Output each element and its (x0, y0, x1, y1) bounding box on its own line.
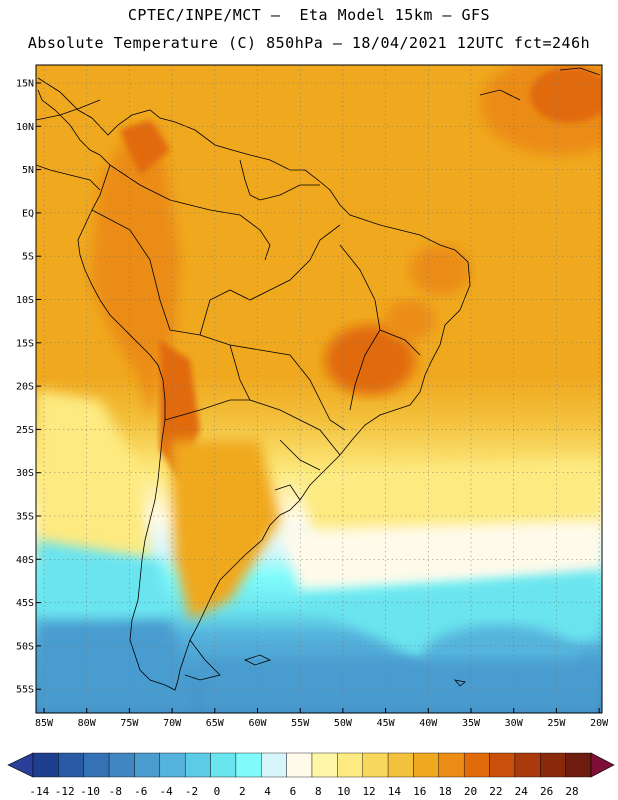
lat-label: 25S (16, 425, 34, 436)
lat-label: 20S (16, 382, 34, 393)
lon-label: 30W (505, 718, 524, 729)
lon-label: 55W (291, 718, 310, 729)
lat-label: 15N (16, 79, 34, 90)
colorbar-swatch (108, 752, 135, 778)
colorbar-over-arrow (590, 752, 615, 778)
colorbar-tick-label: 0 (214, 785, 221, 798)
lat-label: 55S (16, 685, 34, 696)
colorbar-swatch (286, 752, 313, 778)
temperature-field (36, 65, 602, 713)
lon-label: 25W (547, 718, 566, 729)
colorbar-swatch (387, 752, 414, 778)
lat-label: 15S (16, 338, 34, 349)
lon-label: 20W (590, 718, 609, 729)
colorbar-tick-label: 20 (464, 785, 477, 798)
colorbar-tick-label: -14 (29, 785, 49, 798)
colorbar-tick-label: -10 (80, 785, 100, 798)
lat-label: 40S (16, 555, 34, 566)
lat-label: 5S (22, 252, 34, 263)
colorbar-swatch (489, 752, 516, 778)
colorbar-tick-label: -6 (134, 785, 147, 798)
colorbar-swatch (83, 752, 110, 778)
lat-label: EQ (22, 208, 34, 219)
colorbar-tick-label: -8 (109, 785, 122, 798)
colorbar-swatch (311, 752, 338, 778)
colorbar-swatch (565, 752, 592, 778)
lon-label: 35W (462, 718, 481, 729)
colorbar-swatch (235, 752, 262, 778)
colorbar-tick-label: 12 (362, 785, 375, 798)
coastlines (36, 67, 601, 691)
colorbar-tick-label: 26 (540, 785, 553, 798)
colorbar-swatch (134, 752, 161, 778)
colorbar-tick-label: 18 (439, 785, 452, 798)
colorbar-swatch (362, 752, 389, 778)
longitude-labels: 85W 80W 75W 70W 65W 60W 55W 50W 45W 40W 35W 30W 25W 2… (35, 708, 609, 729)
colorbar-swatch (261, 752, 287, 778)
lon-label: 60W (248, 718, 267, 729)
lat-label: 10N (16, 122, 34, 133)
colorbar-tick-label: -2 (185, 785, 198, 798)
colorbar-swatch (413, 752, 440, 778)
colorbar-tick-label: 16 (413, 785, 426, 798)
colorbar-swatch (58, 752, 84, 778)
lon-label: 40W (419, 718, 438, 729)
colorbar-tick-label: 4 (264, 785, 271, 798)
colorbar-swatch (32, 752, 59, 778)
lat-label: 30S (16, 468, 34, 479)
lon-label: 80W (78, 718, 97, 729)
colorbar-tick-label: 2 (239, 785, 246, 798)
colorbar-swatch (337, 752, 363, 778)
lon-label: 75W (120, 718, 139, 729)
lat-label: 35S (16, 512, 34, 523)
lon-label: 50W (334, 718, 353, 729)
lat-label: 5N (22, 165, 34, 176)
map-title-line-1: CPTEC/INPE/MCT – Eta Model 15km – GFS (127, 6, 491, 24)
lon-label: 65W (206, 718, 225, 729)
lon-label: 70W (163, 718, 182, 729)
lat-lon-grid (36, 65, 602, 713)
map-frame (35, 64, 603, 714)
colorbar-tick-label: 22 (489, 785, 502, 798)
colorbar-under-arrow (7, 752, 34, 778)
colorbar-tick-label: 6 (290, 785, 297, 798)
colorbar-swatch (210, 752, 237, 778)
map-title-line-2: Absolute Temperature (C) 850hPa – 18/04/… (27, 34, 591, 52)
colorbar-swatch (184, 752, 211, 778)
colorbar-swatch (463, 752, 490, 778)
colorbar (7, 752, 615, 778)
lon-label: 45W (377, 718, 396, 729)
latitude-labels: 15N 10N 5N EQ 5S 10S 15S 20S 25S 30S 35S 40S 45S 50S 5… (16, 79, 41, 696)
colorbar-swatch (159, 752, 186, 778)
colorbar-swatch (438, 752, 465, 778)
colorbar-tick-label: 24 (515, 785, 529, 798)
colorbar-tick-label: 10 (337, 785, 350, 798)
colorbar-tick-label: -12 (55, 785, 75, 798)
colorbar-tick-label: 8 (315, 785, 322, 798)
lon-label: 85W (35, 718, 54, 729)
colorbar-swatch (540, 752, 566, 778)
colorbar-tick-label: 14 (388, 785, 402, 798)
lat-label: 45S (16, 598, 34, 609)
colorbar-swatch (514, 752, 541, 778)
colorbar-tick-labels: -14 -12 -10 -8 -6 -4 -2 0 2 4 6 8 10 12 14 16 18 20 22 24 26… (29, 785, 578, 798)
lat-label: 10S (16, 295, 34, 306)
colorbar-tick-label: -4 (160, 785, 174, 798)
colorbar-tick-label: 28 (565, 785, 578, 798)
lat-label: 50S (16, 641, 34, 652)
